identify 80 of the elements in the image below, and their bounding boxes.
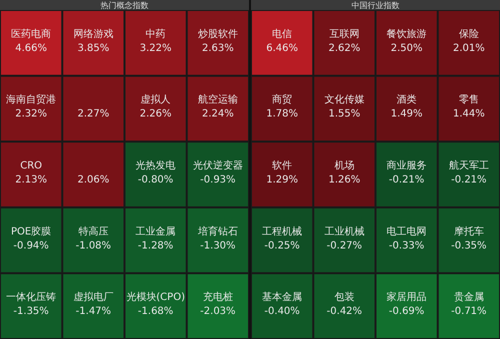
data-label: -1.28% bbox=[138, 240, 174, 252]
category-label: 光热发电 bbox=[136, 160, 176, 172]
category-label: 零售 bbox=[458, 94, 479, 106]
data-label: 2.26% bbox=[140, 108, 172, 120]
category-label: CRO bbox=[20, 160, 42, 172]
data-label: 2.50% bbox=[390, 42, 423, 54]
category-label: 商贸 bbox=[272, 94, 292, 106]
data-label: -0.93% bbox=[200, 174, 236, 186]
data-label: 2.62% bbox=[328, 42, 360, 54]
category-label: 摩托车 bbox=[454, 225, 484, 238]
category-label: 文化传媒 bbox=[324, 94, 364, 106]
data-label: -0.35% bbox=[451, 240, 487, 252]
data-label: 1.49% bbox=[390, 108, 423, 120]
data-label: 1.26% bbox=[328, 174, 360, 186]
category-label: 家居用品 bbox=[386, 291, 427, 304]
category-label: 一体化压铸 bbox=[6, 291, 56, 304]
data-label: -1.35% bbox=[13, 306, 49, 318]
category-label: 商业服务 bbox=[386, 160, 427, 172]
category-label: 基本金属 bbox=[262, 291, 302, 304]
data-label: -2.03% bbox=[200, 306, 236, 318]
category-label: 酒类 bbox=[396, 94, 417, 106]
category-label: 航空运输 bbox=[198, 94, 238, 106]
category-label: 培育钻石 bbox=[196, 225, 238, 238]
category-label: 光模块(CPO) bbox=[126, 291, 186, 304]
category-label: 工业金属 bbox=[136, 225, 176, 238]
data-label: -0.80% bbox=[138, 174, 174, 186]
data-label: -0.42% bbox=[326, 306, 362, 318]
category-label: 航天军工 bbox=[448, 160, 489, 172]
data-label: -0.94% bbox=[13, 240, 49, 252]
data-label: -0.25% bbox=[264, 240, 300, 252]
data-label: 1.78% bbox=[266, 108, 298, 120]
category-label: 餐饮旅游 bbox=[386, 28, 427, 40]
category-label: 电信 bbox=[272, 28, 292, 40]
category-label: 充电桩 bbox=[202, 291, 233, 304]
data-label: -1.47% bbox=[76, 306, 112, 318]
data-label: -1.68% bbox=[138, 306, 174, 318]
data-label: -0.40% bbox=[264, 306, 300, 318]
category-label: 虚拟人 bbox=[140, 94, 171, 106]
category-label: 互联网 bbox=[329, 28, 360, 40]
category-label: 软件 bbox=[272, 160, 292, 172]
category-label: 虚拟电厂 bbox=[73, 291, 114, 304]
text: 中国行业指数 bbox=[352, 1, 400, 10]
data-label: -0.21% bbox=[388, 174, 424, 186]
category-label: 医药电商 bbox=[11, 28, 52, 40]
data-label: 2.32% bbox=[15, 108, 48, 120]
category-label: 工程机械 bbox=[262, 225, 302, 238]
data-label: 1.55% bbox=[328, 108, 360, 120]
data-label: 2.13% bbox=[15, 174, 48, 186]
text: 热门概念指数 bbox=[100, 1, 148, 10]
data-label: -0.21% bbox=[451, 174, 487, 186]
data-label: 2.63% bbox=[202, 42, 234, 54]
data-label: 1.29% bbox=[266, 174, 298, 186]
category-label: POE胶膜 bbox=[11, 225, 52, 238]
category-label: 光伏逆变器 bbox=[192, 160, 243, 172]
data-label: 4.66% bbox=[15, 42, 48, 54]
category-label: 炒股软件 bbox=[198, 28, 238, 40]
data-label: -0.69% bbox=[388, 306, 424, 318]
data-label: 3.22% bbox=[140, 42, 172, 54]
data-label: 2.06% bbox=[77, 174, 110, 186]
data-label: -1.08% bbox=[76, 240, 112, 252]
category-label: 保险 bbox=[458, 28, 479, 40]
category-label: 中药 bbox=[146, 28, 166, 40]
data-label: 6.46% bbox=[266, 42, 298, 54]
data-label: -0.33% bbox=[388, 240, 424, 252]
category-label: 电工电网 bbox=[386, 225, 427, 238]
category-label: 工业机械 bbox=[324, 225, 364, 238]
category-label: 网络游戏 bbox=[73, 28, 114, 40]
data-label: 2.24% bbox=[202, 108, 234, 120]
data-label: 2.27% bbox=[77, 108, 110, 120]
data-label: -0.27% bbox=[326, 240, 362, 252]
data-label: -1.30% bbox=[200, 240, 236, 252]
category-label: 海南自贸港 bbox=[6, 94, 56, 106]
data-label: 2.01% bbox=[452, 42, 485, 54]
category-label: 特高压 bbox=[78, 225, 108, 238]
category-label: 包装 bbox=[334, 291, 354, 304]
category-label: 机场 bbox=[334, 160, 354, 172]
data-label: -0.71% bbox=[451, 306, 487, 318]
data-label: 3.85% bbox=[77, 42, 110, 54]
category-label: 贵金属 bbox=[454, 291, 484, 304]
data-label: 1.44% bbox=[452, 108, 485, 120]
